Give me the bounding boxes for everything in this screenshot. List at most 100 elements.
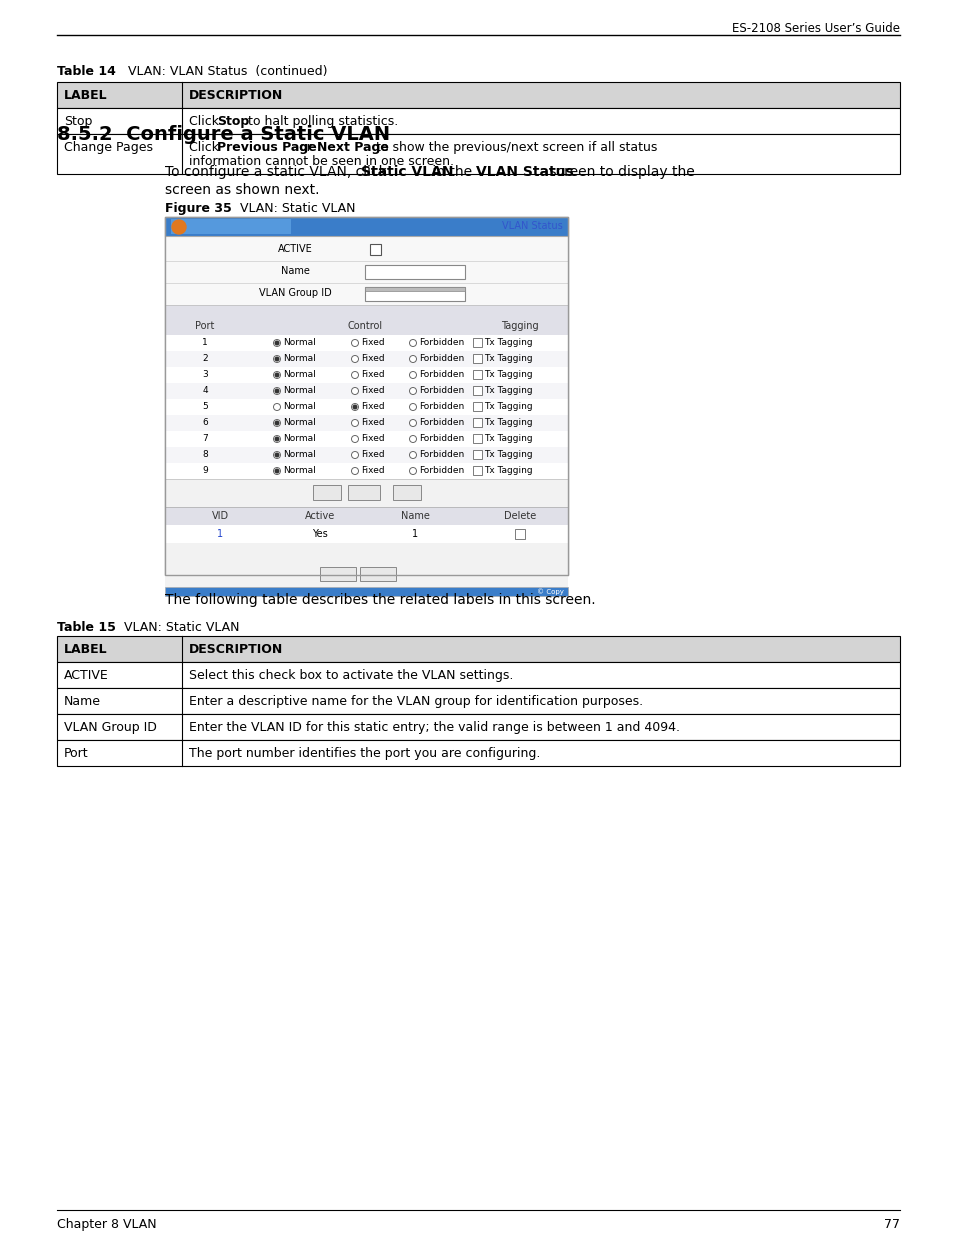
Text: Forbidden: Forbidden xyxy=(418,450,464,459)
Circle shape xyxy=(351,356,358,363)
Text: Clear: Clear xyxy=(394,487,419,496)
Text: Forbidden: Forbidden xyxy=(418,433,464,443)
Text: Normal: Normal xyxy=(283,403,315,411)
Bar xyxy=(370,245,380,254)
Circle shape xyxy=(274,437,278,441)
Text: DESCRIPTION: DESCRIPTION xyxy=(189,89,283,103)
Text: Normal: Normal xyxy=(283,354,315,363)
Bar xyxy=(365,287,464,291)
Text: Name: Name xyxy=(280,266,309,275)
Text: 9: 9 xyxy=(202,466,208,475)
Bar xyxy=(365,287,464,301)
Bar xyxy=(473,403,481,411)
Text: Port: Port xyxy=(195,321,214,331)
Text: Tx Tagging: Tx Tagging xyxy=(483,466,532,475)
Text: 3: 3 xyxy=(202,370,208,379)
Text: Normal: Normal xyxy=(283,466,315,475)
Text: Tagging: Tagging xyxy=(500,321,538,331)
Text: Normal: Normal xyxy=(283,450,315,459)
Text: The port number identifies the port you are configuring.: The port number identifies the port you … xyxy=(189,747,539,760)
Text: 77: 77 xyxy=(883,1218,899,1231)
Circle shape xyxy=(351,404,358,410)
Text: Tx Tagging: Tx Tagging xyxy=(483,417,532,427)
Text: Delete: Delete xyxy=(503,511,536,521)
Bar xyxy=(365,266,464,279)
Circle shape xyxy=(409,404,416,410)
Bar xyxy=(165,479,567,508)
Text: 1: 1 xyxy=(412,529,417,538)
Text: 1: 1 xyxy=(216,529,223,538)
Circle shape xyxy=(274,341,278,345)
Bar xyxy=(473,450,481,459)
Circle shape xyxy=(274,373,278,377)
Text: Name: Name xyxy=(400,511,429,521)
Bar xyxy=(165,399,567,415)
Text: Forbidden: Forbidden xyxy=(418,387,464,395)
Bar xyxy=(165,351,567,367)
Text: ✓: ✓ xyxy=(474,450,480,459)
Bar xyxy=(165,431,567,447)
Circle shape xyxy=(351,340,358,347)
Text: Normal: Normal xyxy=(283,338,315,347)
Text: VID: VID xyxy=(212,511,229,521)
Text: 8.5.2  Configure a Static VLAN: 8.5.2 Configure a Static VLAN xyxy=(57,125,390,144)
Text: Fixed: Fixed xyxy=(360,433,384,443)
Text: 5: 5 xyxy=(202,403,208,411)
Text: VLAN: Static VLAN: VLAN: Static VLAN xyxy=(116,621,239,634)
Text: Yes: Yes xyxy=(312,529,328,538)
Text: Fixed: Fixed xyxy=(360,338,384,347)
Bar xyxy=(165,383,567,399)
Text: in the: in the xyxy=(428,165,476,179)
Bar xyxy=(473,417,481,427)
Text: 4: 4 xyxy=(202,387,208,395)
Circle shape xyxy=(274,357,278,361)
Circle shape xyxy=(274,388,280,394)
Text: Fixed: Fixed xyxy=(360,354,384,363)
Bar xyxy=(393,485,420,500)
Text: Tx Tagging: Tx Tagging xyxy=(483,387,532,395)
Circle shape xyxy=(274,420,280,426)
Bar xyxy=(171,219,291,233)
Text: Chapter 8 VLAN: Chapter 8 VLAN xyxy=(57,1218,156,1231)
Text: information cannot be seen in one screen.: information cannot be seen in one screen… xyxy=(189,156,454,168)
Text: ✓: ✓ xyxy=(474,370,480,379)
Bar xyxy=(57,714,899,740)
Circle shape xyxy=(409,356,416,363)
Text: DESCRIPTION: DESCRIPTION xyxy=(189,643,283,656)
Text: VLAN: VLAN Status  (continued): VLAN: VLAN Status (continued) xyxy=(120,65,327,78)
Text: 7: 7 xyxy=(202,433,208,443)
Text: ACTIVE: ACTIVE xyxy=(277,245,312,254)
Circle shape xyxy=(409,452,416,458)
Bar xyxy=(165,525,567,543)
Text: Normal: Normal xyxy=(283,387,315,395)
Circle shape xyxy=(409,388,416,394)
Text: Enter a descriptive name for the VLAN group for identification purposes.: Enter a descriptive name for the VLAN gr… xyxy=(189,695,642,708)
Bar xyxy=(165,463,567,479)
Bar xyxy=(473,433,481,443)
Circle shape xyxy=(274,340,280,347)
Bar xyxy=(57,107,899,135)
Circle shape xyxy=(274,436,280,442)
Text: ✓: ✓ xyxy=(474,354,480,363)
Bar xyxy=(57,740,899,766)
Text: 1: 1 xyxy=(202,338,208,347)
Text: Stop: Stop xyxy=(216,115,249,128)
Text: Stop: Stop xyxy=(64,115,92,128)
Text: Table 14: Table 14 xyxy=(57,65,115,78)
Bar xyxy=(165,335,567,351)
Text: ✓: ✓ xyxy=(474,387,480,395)
Text: ES-2108 Series User’s Guide: ES-2108 Series User’s Guide xyxy=(731,22,899,35)
Text: VLAN: Static VLAN: VLAN: Static VLAN xyxy=(232,203,355,215)
Text: or: or xyxy=(294,141,315,154)
Text: screen to display the: screen to display the xyxy=(544,165,694,179)
Text: VLAN Status: VLAN Status xyxy=(476,165,573,179)
Bar xyxy=(165,217,567,576)
Bar xyxy=(473,338,481,347)
Bar xyxy=(57,688,899,714)
Bar xyxy=(165,305,567,317)
Text: Tx Tagging: Tx Tagging xyxy=(483,450,532,459)
Text: Forbidden: Forbidden xyxy=(418,466,464,475)
Bar xyxy=(473,387,481,395)
Text: Cancel: Cancel xyxy=(361,568,395,578)
Text: Name: Name xyxy=(64,695,101,708)
